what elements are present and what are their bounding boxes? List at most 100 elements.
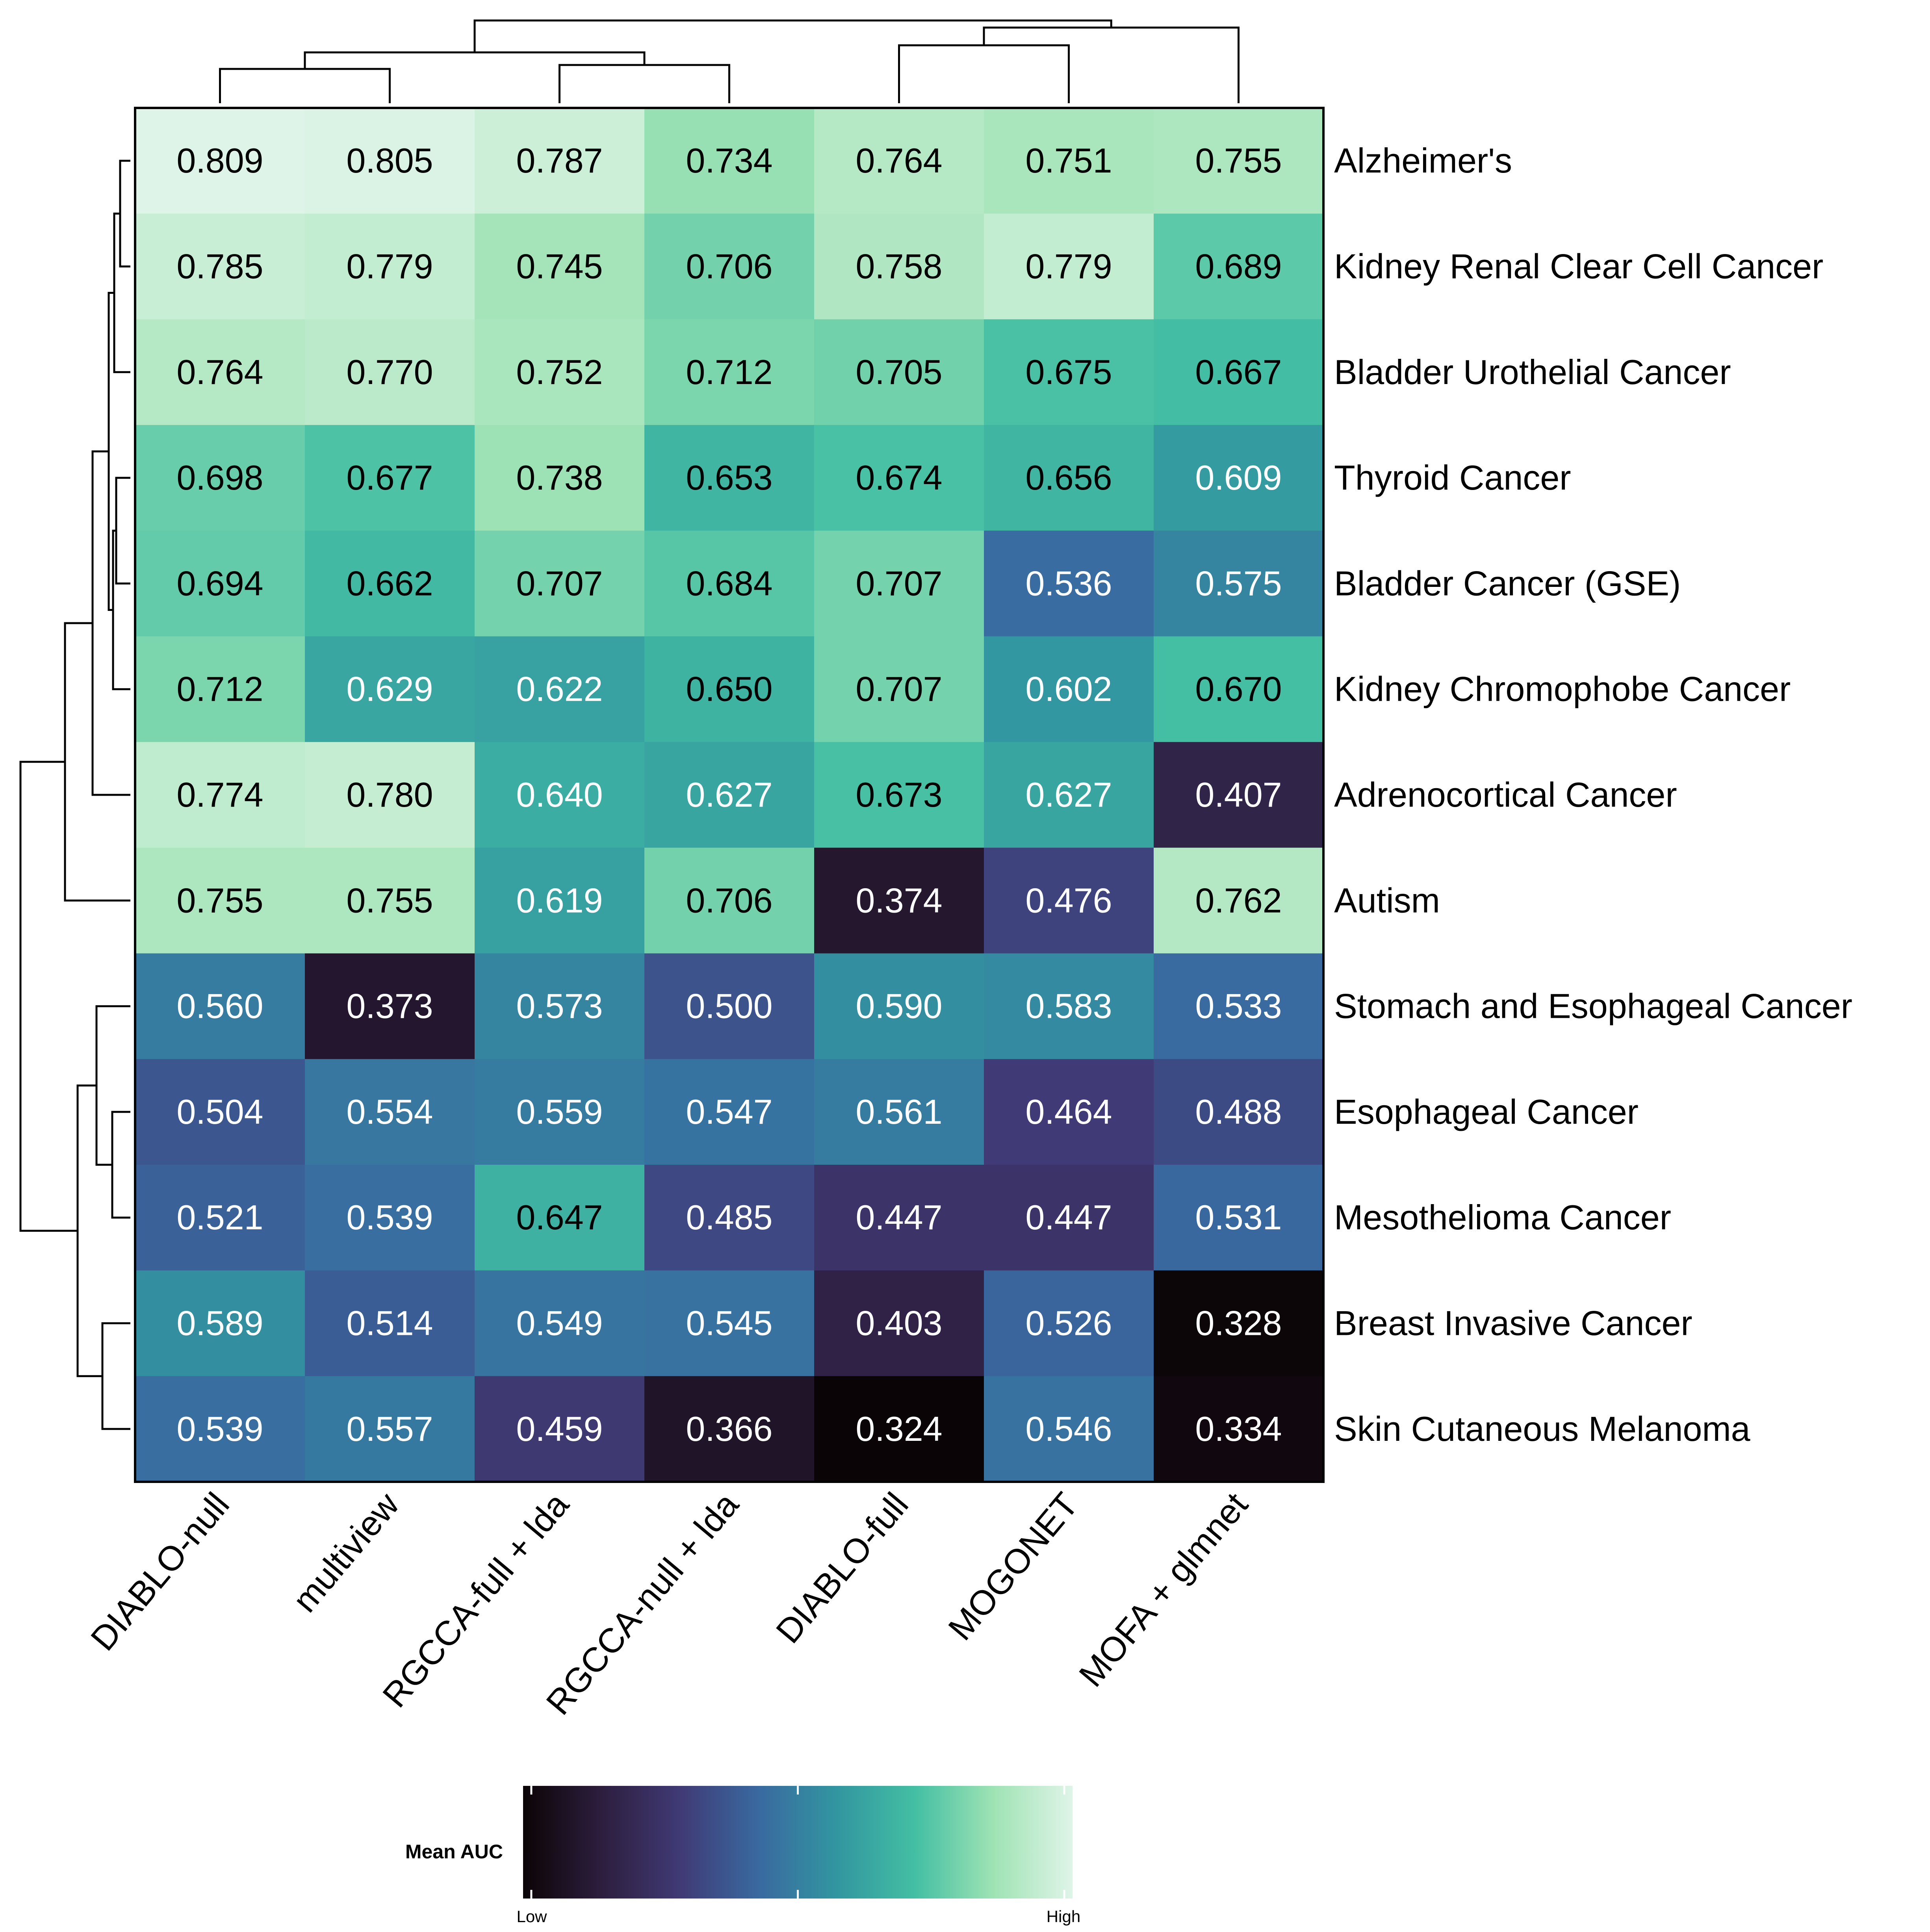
heatmap-cell (984, 953, 1154, 1060)
dendrogram-link (473, 19, 1112, 52)
cell-value-label: 0.674 (856, 458, 942, 497)
row-label: Skin Cutaneous Melanoma (1334, 1409, 1750, 1448)
cell-value-label: 0.627 (686, 775, 772, 814)
heatmap-cell (814, 425, 984, 531)
heatmap-cell (475, 636, 645, 742)
cell-value-label: 0.755 (346, 881, 433, 920)
row-label: Bladder Cancer (GSE) (1334, 564, 1681, 603)
column-label: MOGONET (941, 1485, 1086, 1648)
cell-value-label: 0.531 (1195, 1198, 1282, 1237)
cell-value-label: 0.447 (1025, 1198, 1112, 1237)
heatmap-cell (135, 953, 305, 1060)
cell-value-label: 0.787 (516, 141, 603, 180)
cell-value-label: 0.653 (686, 458, 772, 497)
heatmap-cell (305, 531, 475, 637)
row-label: Kidney Chromophobe Cancer (1334, 670, 1791, 709)
cell-value-label: 0.684 (686, 564, 772, 603)
cell-value-label: 0.547 (686, 1092, 772, 1131)
heatmap-cell (644, 848, 815, 954)
dendrogram-link (19, 761, 78, 1232)
heatmap-cell (814, 1059, 984, 1165)
cell-value-label: 0.712 (686, 353, 772, 392)
cell-value-label: 0.533 (1195, 987, 1282, 1026)
cell-value-label: 0.374 (856, 881, 942, 920)
dendrogram-link (983, 26, 1240, 103)
heatmap-cell (1154, 108, 1324, 214)
cell-value-label: 0.514 (346, 1304, 433, 1343)
cell-value-label: 0.764 (176, 353, 263, 392)
row-labels: Alzheimer's Kidney Renal Clear Cell Cance… (1334, 141, 1852, 1448)
cell-value-label: 0.554 (346, 1092, 433, 1131)
heatmap-cell (814, 531, 984, 637)
cell-value-label: 0.602 (1025, 670, 1112, 709)
heatmap-cell (984, 319, 1154, 425)
cell-value-label: 0.734 (686, 141, 772, 180)
cell-value-label: 0.675 (1025, 353, 1112, 392)
heatmap-cell (644, 319, 815, 425)
cell-value-label: 0.640 (516, 775, 603, 814)
heatmap-cell (475, 848, 645, 954)
heatmap-cell (135, 213, 305, 320)
cell-value-label: 0.589 (176, 1304, 263, 1343)
dendrogram-link (95, 1005, 130, 1166)
heatmap-cell (305, 108, 475, 214)
cell-value-label: 0.647 (516, 1198, 603, 1237)
heatmap-cell (475, 1270, 645, 1377)
row-label: Bladder Urothelial Cancer (1334, 353, 1731, 392)
cell-value-label: 0.366 (686, 1409, 772, 1448)
heatmap-cell (1154, 425, 1324, 531)
heatmap-cell (814, 953, 984, 1060)
row-label: Alzheimer's (1334, 141, 1512, 180)
cell-value-label: 0.755 (176, 881, 263, 920)
heatmap-cell (135, 1270, 305, 1377)
heatmap-cell (644, 1376, 815, 1482)
heatmap-cell (814, 1270, 984, 1377)
heatmap-cell (644, 953, 815, 1060)
heatmap-cell (644, 1059, 815, 1165)
dendrogram-link (113, 212, 130, 373)
cell-value-label: 0.536 (1025, 564, 1112, 603)
cell-value-label: 0.561 (856, 1092, 942, 1131)
row-dendrogram (19, 160, 130, 1430)
cell-value-label: 0.738 (516, 458, 603, 497)
heatmap-cell (305, 319, 475, 425)
cell-value-label: 0.779 (1025, 247, 1112, 286)
cell-value-label: 0.755 (1195, 141, 1282, 180)
heatmap-cell (984, 108, 1154, 214)
dendrogram-link (219, 68, 391, 103)
heatmap-cell (475, 742, 645, 848)
heatmap-cell (644, 742, 815, 848)
dendrogram-link (119, 160, 130, 267)
heatmap-cell (984, 636, 1154, 742)
dendrogram-link (76, 1084, 102, 1377)
cell-value-label: 0.667 (1195, 353, 1282, 392)
row-label: Autism (1334, 881, 1440, 920)
cell-value-label: 0.403 (856, 1304, 942, 1343)
heatmap-cell (1154, 319, 1324, 425)
heatmap-cell (135, 636, 305, 742)
cell-value-label: 0.650 (686, 670, 772, 709)
dendrogram-link (304, 51, 646, 69)
dendrogram-link (64, 622, 130, 902)
heatmap-cell (305, 742, 475, 848)
cell-value-label: 0.373 (346, 987, 433, 1026)
heatmap-cell (644, 531, 815, 637)
cell-value-label: 0.622 (516, 670, 603, 709)
cell-value-label: 0.712 (176, 670, 263, 709)
cell-value-label: 0.573 (516, 987, 603, 1026)
row-label: Esophageal Cancer (1334, 1092, 1639, 1131)
row-label: Breast Invasive Cancer (1334, 1304, 1692, 1343)
heatmap-cell (644, 636, 815, 742)
cell-value-label: 0.656 (1025, 458, 1112, 497)
heatmap-cell (984, 213, 1154, 320)
cell-value-label: 0.673 (856, 775, 942, 814)
cell-value-label: 0.706 (686, 247, 772, 286)
cell-value-label: 0.539 (176, 1409, 263, 1448)
cell-value-label: 0.707 (856, 670, 942, 709)
heatmap-cell (305, 1270, 475, 1377)
heatmap-cell (984, 531, 1154, 637)
cell-value-label: 0.698 (176, 458, 263, 497)
legend-title: Mean AUC (405, 1841, 503, 1863)
